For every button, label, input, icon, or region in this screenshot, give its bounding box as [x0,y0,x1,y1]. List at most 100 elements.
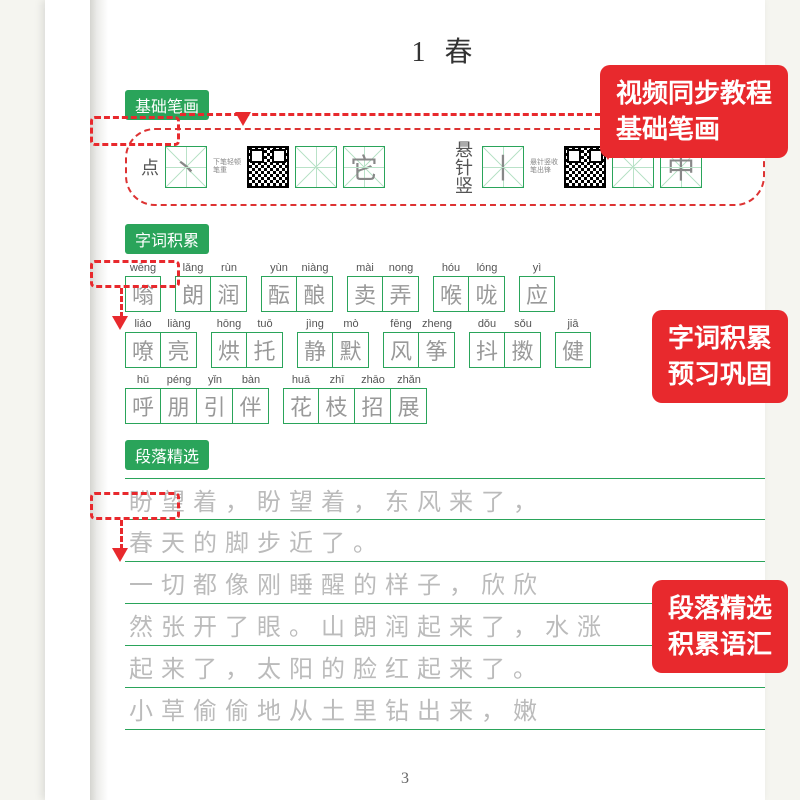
callout-vocab: 字词积累 预习巩固 [652,310,788,403]
stroke-cell: 丨 [482,146,524,188]
paragraph-tag: 段落精选 [125,440,209,470]
char-cell: 亮 [161,332,197,368]
stroke-cell: 丶 [165,146,207,188]
char-cell: 引 [197,388,233,424]
pinyin: dǒu [478,318,496,332]
pinyin: mài [356,262,374,276]
pinyin: liáo [134,318,151,332]
char-cell: 风 [383,332,419,368]
vocab-word: yì应 [519,262,555,312]
char-cell: 润 [211,276,247,312]
vocab-word: mài卖 nong弄 [347,262,419,312]
pinyin: nong [389,262,413,276]
pinyin: sǒu [514,318,532,332]
char-cell: 嘹 [125,332,161,368]
char-cell: 喉 [433,276,469,312]
pinyin: hóu [442,262,460,276]
pinyin: yùn [270,262,288,276]
stroke-label: 悬针竖 [450,140,476,194]
pinyin: yì [533,262,542,276]
char-cell: 烘 [211,332,247,368]
vocab-word: liáo嘹 liàng亮 [125,318,197,368]
pinyin: zhī [330,374,345,388]
pinyin: rùn [221,262,237,276]
stroke-item: 点 丶 下笔轻顿笔重 它 [141,146,440,188]
char-cell: 朋 [161,388,197,424]
pinyin: hōng [217,318,241,332]
char-cell: 健 [555,332,591,368]
practice-cell [295,146,337,188]
pinyin: hū [137,374,149,388]
vocab-word: dǒu抖 sǒu擞 [469,318,541,368]
char-cell: 抖 [469,332,505,368]
pinyin: lóng [477,262,498,276]
char-cell: 招 [355,388,391,424]
char-cell: 咙 [469,276,505,312]
pinyin: niàng [302,262,329,276]
char-cell: 花 [283,388,319,424]
paragraph-line: 小草偷偷地从土里钻出来，嫩 [125,688,765,730]
arrow-icon [112,316,128,330]
char-cell: 弄 [383,276,419,312]
char-cell: 静 [297,332,333,368]
pinyin: jiā [567,318,578,332]
stroke-label: 点 [141,154,159,180]
pinyin: péng [167,374,191,388]
pinyin: zheng [422,318,452,332]
vocab-word: huā花 zhī枝 zhāo招 zhǎn展 [283,374,427,424]
char-cell: 伴 [233,388,269,424]
pinyin: huā [292,374,310,388]
pinyin: zhǎn [397,374,421,388]
pinyin: zhāo [361,374,385,388]
callout-video: 视频同步教程 基础笔画 [600,65,788,158]
callout-line: 积累语汇 [668,626,772,662]
callout-line: 视频同步教程 [616,75,772,111]
char-cell: 枝 [319,388,355,424]
callout-line: 预习巩固 [668,356,772,392]
char-cell: 呼 [125,388,161,424]
vocab-word: hóu喉 lóng咙 [433,262,505,312]
paragraph-line: 盼望着，盼望着，东风来了， [125,478,765,520]
pinyin: mò [343,318,358,332]
stroke-hint: 悬针竖收笔出锋 [530,159,558,174]
pinyin: yǐn [208,374,222,388]
highlight-box [90,260,180,288]
paragraph-line: 春天的脚步近了。 [125,520,765,562]
example-cell: 它 [343,146,385,188]
callout-line: 字词积累 [668,320,772,356]
arrow-icon [235,112,251,126]
pinyin: bàn [242,374,260,388]
char-cell: 展 [391,388,427,424]
pinyin: fēng [390,318,411,332]
callout-paragraph: 段落精选 积累语汇 [652,580,788,673]
char-cell: 酝 [261,276,297,312]
char-cell: 默 [333,332,369,368]
arrow-icon [112,548,128,562]
vocab-tag: 字词积累 [125,224,209,254]
page-number: 3 [401,770,409,788]
pinyin: tuō [257,318,272,332]
char-cell: 托 [247,332,283,368]
char-cell: 应 [519,276,555,312]
char-cell: 筝 [419,332,455,368]
vocab-word: yùn酝 niàng酿 [261,262,333,312]
highlight-box [90,116,180,146]
pinyin: jìng [306,318,324,332]
callout-line: 段落精选 [668,590,772,626]
pinyin: lǎng [183,262,204,276]
vocab-word: hū呼 péng朋 yǐn引 bàn伴 [125,374,269,424]
char-cell: 擞 [505,332,541,368]
char-cell: 酿 [297,276,333,312]
lesson-title: 1 春 [125,30,765,70]
connector-line [120,520,123,550]
vocab-word: jìng静 mò默 [297,318,369,368]
qr-code-icon[interactable] [247,146,289,188]
stroke-hint: 下笔轻顿笔重 [213,159,241,174]
vocab-word: fēng风zheng筝 [383,318,455,368]
vocab-word: jiā健 [555,318,591,368]
char-cell: 卖 [347,276,383,312]
vocab-row: wēng嗡lǎng朗rùn润yùn酝niàng酿mài卖nong弄hóu喉lón… [125,262,765,312]
vocab-word: lǎng朗rùn润 [175,262,247,312]
vocab-word: hōng烘 tuō托 [211,318,283,368]
pinyin: liàng [167,318,190,332]
